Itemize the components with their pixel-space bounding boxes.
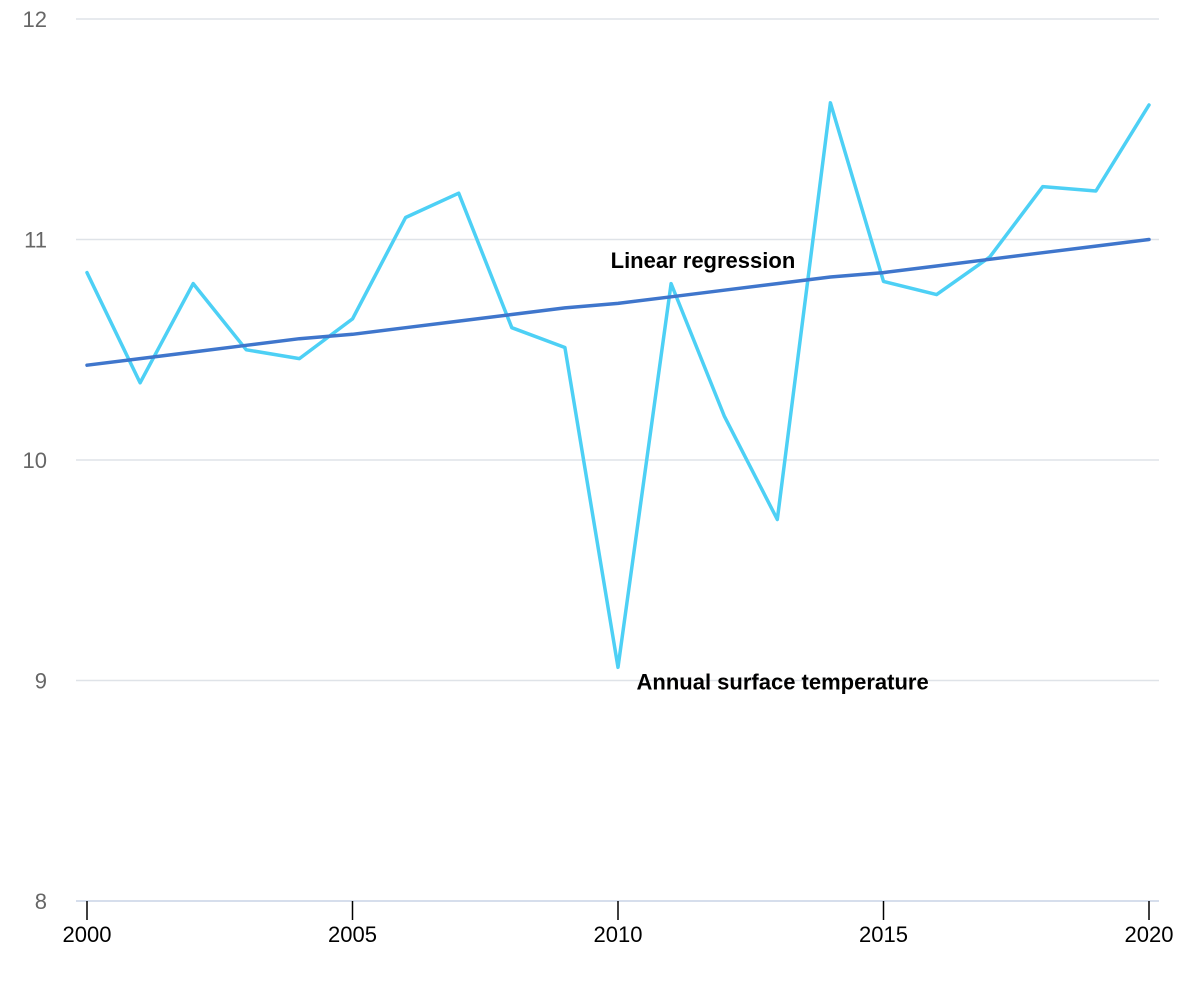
x-tick-label-2000: 2000 [63,922,112,947]
y-tick-label-10: 10 [23,448,47,473]
y-tick-label-8: 8 [35,889,47,914]
x-tick-label-2010: 2010 [594,922,643,947]
grid-lines [76,18,1159,682]
series-lines [85,101,1151,670]
series-label-annual-surface-temperature: Annual surface temperature [637,669,929,694]
y-tick-label-9: 9 [35,669,47,694]
series-line-linear-regression [85,237,1151,367]
x-tick-label-2015: 2015 [859,922,908,947]
x-tick-label-2020: 2020 [1125,922,1174,947]
series-line-annual-surface-temperature [85,101,1151,670]
x-axis [76,900,1159,920]
series-label-linear-regression: Linear regression [611,248,796,273]
y-tick-label-12: 12 [23,7,47,32]
x-tick-label-2005: 2005 [328,922,377,947]
y-tick-label-11: 11 [24,228,47,253]
y-axis-labels: 8 9 10 11 12 [23,7,47,914]
series-annotations: Linear regression Annual surface temperat… [611,248,929,694]
x-axis-labels: 2000 2005 2010 2015 2020 [63,922,1174,947]
